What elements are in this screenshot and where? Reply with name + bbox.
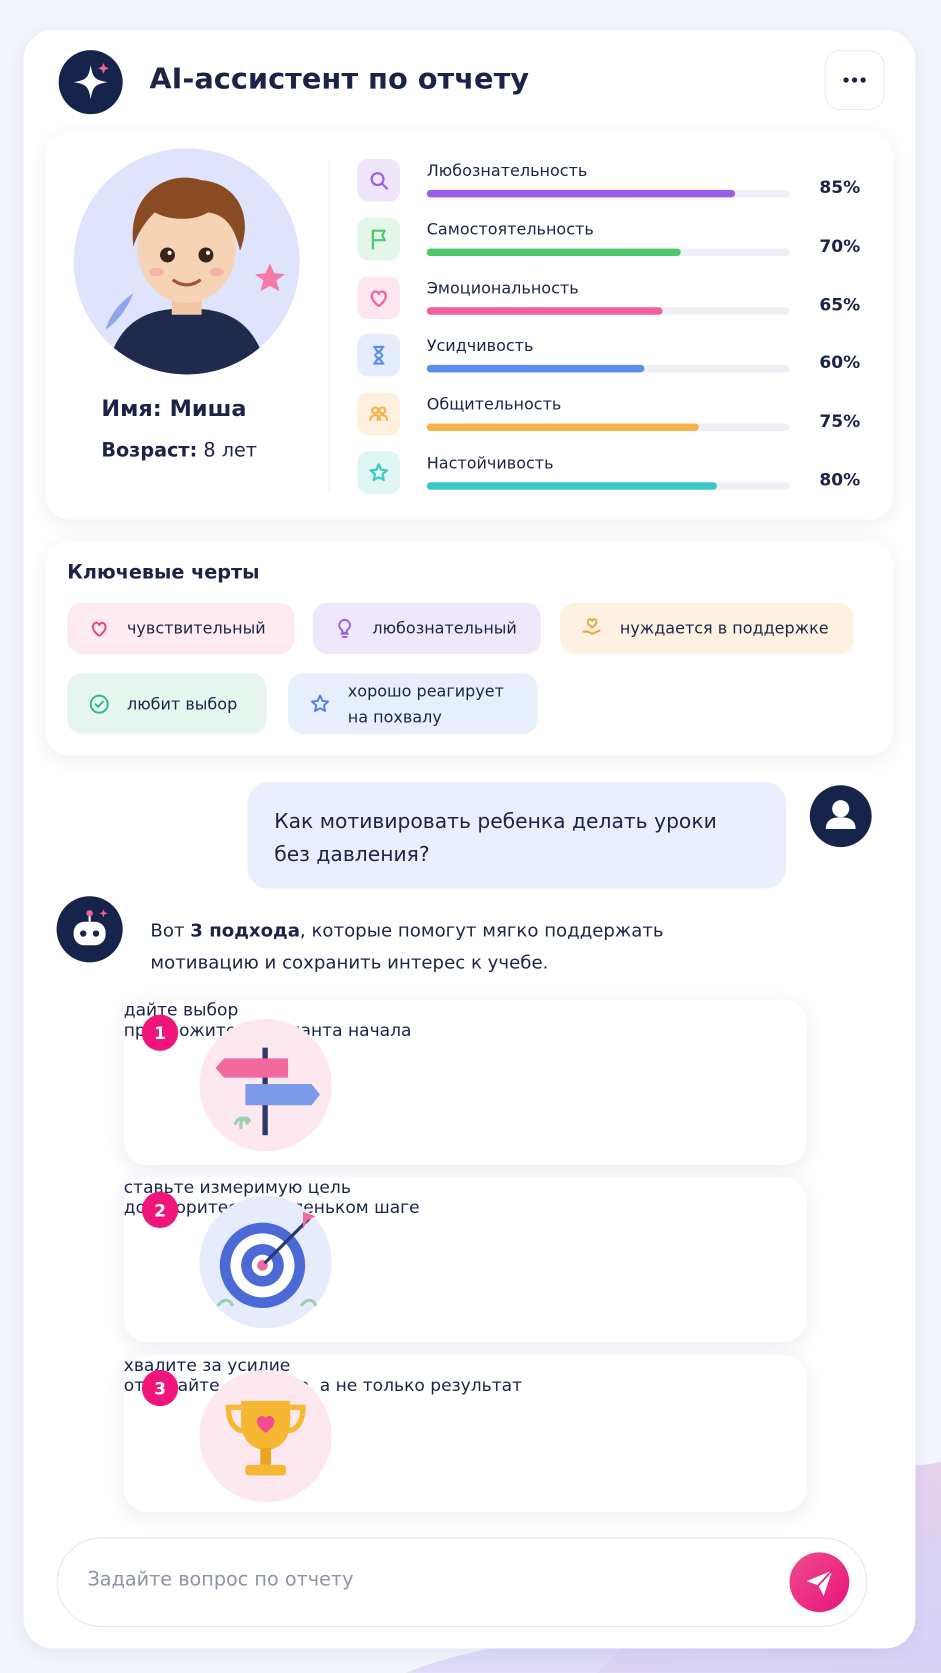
trait-track <box>426 423 790 432</box>
age-row: Возраст: 8 лет <box>101 440 257 462</box>
age-value: 8 лет <box>203 439 257 462</box>
child-avatar <box>73 148 300 375</box>
header-title: AI-ассистент по отчету <box>149 62 530 97</box>
trait-icon <box>357 451 401 494</box>
trait-track <box>426 306 790 315</box>
bot-text-bold: 3 подхода <box>190 920 300 943</box>
trait-bar <box>426 189 736 198</box>
trait-label: Усидчивость <box>426 336 534 356</box>
trait-label: Настойчивость <box>426 453 554 473</box>
trait-tag: любознательный <box>312 602 541 655</box>
tag-label: любознательный <box>372 618 517 639</box>
tip-card: 3 хвалите за усилие отмечайте старание, а … <box>123 1354 807 1512</box>
trait-label: Самостоятельность <box>426 219 594 239</box>
trait-tag: чувствительный <box>67 602 295 655</box>
trait-icon <box>357 392 401 436</box>
tag-label: любит выбор <box>126 694 238 714</box>
trait-icon <box>357 275 401 319</box>
bot-text: , которые помогут мягко поддержать мотив… <box>150 920 664 975</box>
age-label: Возраст: <box>101 439 198 462</box>
trait-label: Общительность <box>426 394 562 415</box>
tag-label: нуждается в поддержке <box>619 618 829 639</box>
key-traits-title: Ключевые черты <box>67 561 260 584</box>
tag-label: хорошо реагирует на похвалу <box>347 681 504 727</box>
trait-icon <box>357 334 401 378</box>
trait-track <box>426 365 790 373</box>
trait-percent: 85% <box>819 177 861 198</box>
send-button[interactable] <box>789 1552 850 1613</box>
trait-bar <box>426 482 717 490</box>
trait-tag: хорошо реагирует на похвалу <box>288 673 538 735</box>
tip-illustration <box>198 1368 332 1502</box>
trait-track <box>426 189 790 198</box>
bot-text: Вот <box>150 920 191 943</box>
user-avatar <box>809 785 872 848</box>
trait-bar <box>426 365 645 373</box>
input-placeholder: Задайте вопрос по отчету <box>87 1568 354 1591</box>
trait-bar <box>426 306 663 315</box>
user-message: Как мотивировать ребенка делать уроки бе… <box>247 782 787 889</box>
tip-illustration <box>198 1194 332 1328</box>
name-value: Миша <box>169 395 247 422</box>
trait-icon <box>357 217 401 261</box>
trait-percent: 65% <box>819 294 861 315</box>
name-label: Имя: <box>101 395 162 422</box>
bot-message: Вот 3 подхода, которые помогут мягко под… <box>150 915 705 979</box>
tip-number: 1 <box>141 1014 179 1051</box>
trait-percent: 70% <box>819 235 861 256</box>
trait-label: Эмоциональность <box>426 278 579 298</box>
tip-number: 2 <box>141 1191 179 1229</box>
trait-percent: 75% <box>819 410 861 432</box>
tip-title: ставьте измеримую цель <box>123 1176 351 1198</box>
divider <box>328 160 330 491</box>
trait-percent: 80% <box>819 469 861 490</box>
tag-label: чувствительный <box>126 618 266 639</box>
trait-tag: любит выбор <box>67 673 267 735</box>
trait-tag: нуждается в поддержке <box>560 602 854 655</box>
tip-illustration <box>198 1017 332 1151</box>
question-input[interactable]: Задайте вопрос по отчету <box>56 1537 868 1628</box>
trait-track <box>426 248 790 256</box>
menu-button[interactable] <box>824 50 885 110</box>
trait-label: Любознательность <box>426 161 588 181</box>
app-logo <box>58 50 123 115</box>
trait-track <box>426 482 790 490</box>
trait-bar <box>426 423 699 432</box>
trait-bar <box>426 248 681 256</box>
tip-number: 3 <box>141 1369 179 1407</box>
trait-percent: 60% <box>819 352 861 373</box>
trait-icon <box>357 158 401 202</box>
bot-avatar <box>56 896 123 963</box>
name-row: Имя: Миша <box>101 396 246 422</box>
